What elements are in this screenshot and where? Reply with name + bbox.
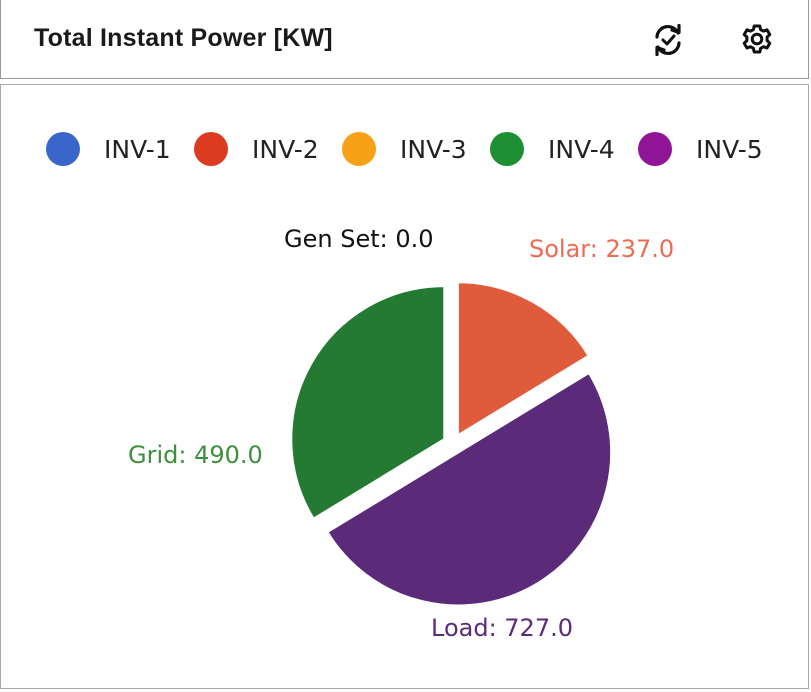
legend-label: INV-4 xyxy=(548,134,615,164)
chart-legend: INV-1 INV-2 INV-3 INV-4 INV-5 xyxy=(1,129,808,169)
legend-dot xyxy=(46,132,80,166)
legend-item-inv-5[interactable]: INV-5 xyxy=(638,129,763,169)
legend-dot xyxy=(490,132,524,166)
pie-slice-grid[interactable] xyxy=(290,285,446,521)
settings-button[interactable] xyxy=(737,20,777,60)
legend-item-inv-2[interactable]: INV-2 xyxy=(194,129,319,169)
refresh-button[interactable] xyxy=(648,20,688,60)
legend-label: INV-5 xyxy=(696,134,763,164)
legend-dot xyxy=(342,132,376,166)
legend-dot xyxy=(638,132,672,166)
pie-label-solar: Solar: 237.0 xyxy=(529,235,674,263)
refresh-icon xyxy=(655,23,681,57)
legend-label: INV-3 xyxy=(400,134,467,164)
pie-label-load: Load: 727.0 xyxy=(431,614,573,642)
legend-label: INV-1 xyxy=(104,134,171,164)
legend-item-inv-4[interactable]: INV-4 xyxy=(490,129,615,169)
pie-label-gen-set: Gen Set: 0.0 xyxy=(284,225,434,253)
pie-label-grid: Grid: 490.0 xyxy=(128,441,263,469)
legend-label: INV-2 xyxy=(252,134,319,164)
legend-item-inv-1[interactable]: INV-1 xyxy=(46,129,171,169)
legend-dot xyxy=(194,132,228,166)
pie-chart: Solar: 237.0 Load: 727.0 Grid: 490.0 Gen Se… xyxy=(128,225,674,642)
panel-header: Total Instant Power [KW] xyxy=(0,0,809,79)
legend-item-inv-3[interactable]: INV-3 xyxy=(342,129,467,169)
pie-slice-load[interactable] xyxy=(326,371,613,607)
pie-slice-solar[interactable] xyxy=(456,281,590,438)
chart-panel: INV-1 INV-2 INV-3 INV-4 INV-5 Solar: 237… xyxy=(0,84,809,689)
panel-title: Total Instant Power [KW] xyxy=(34,24,333,52)
gear-icon xyxy=(742,24,772,54)
